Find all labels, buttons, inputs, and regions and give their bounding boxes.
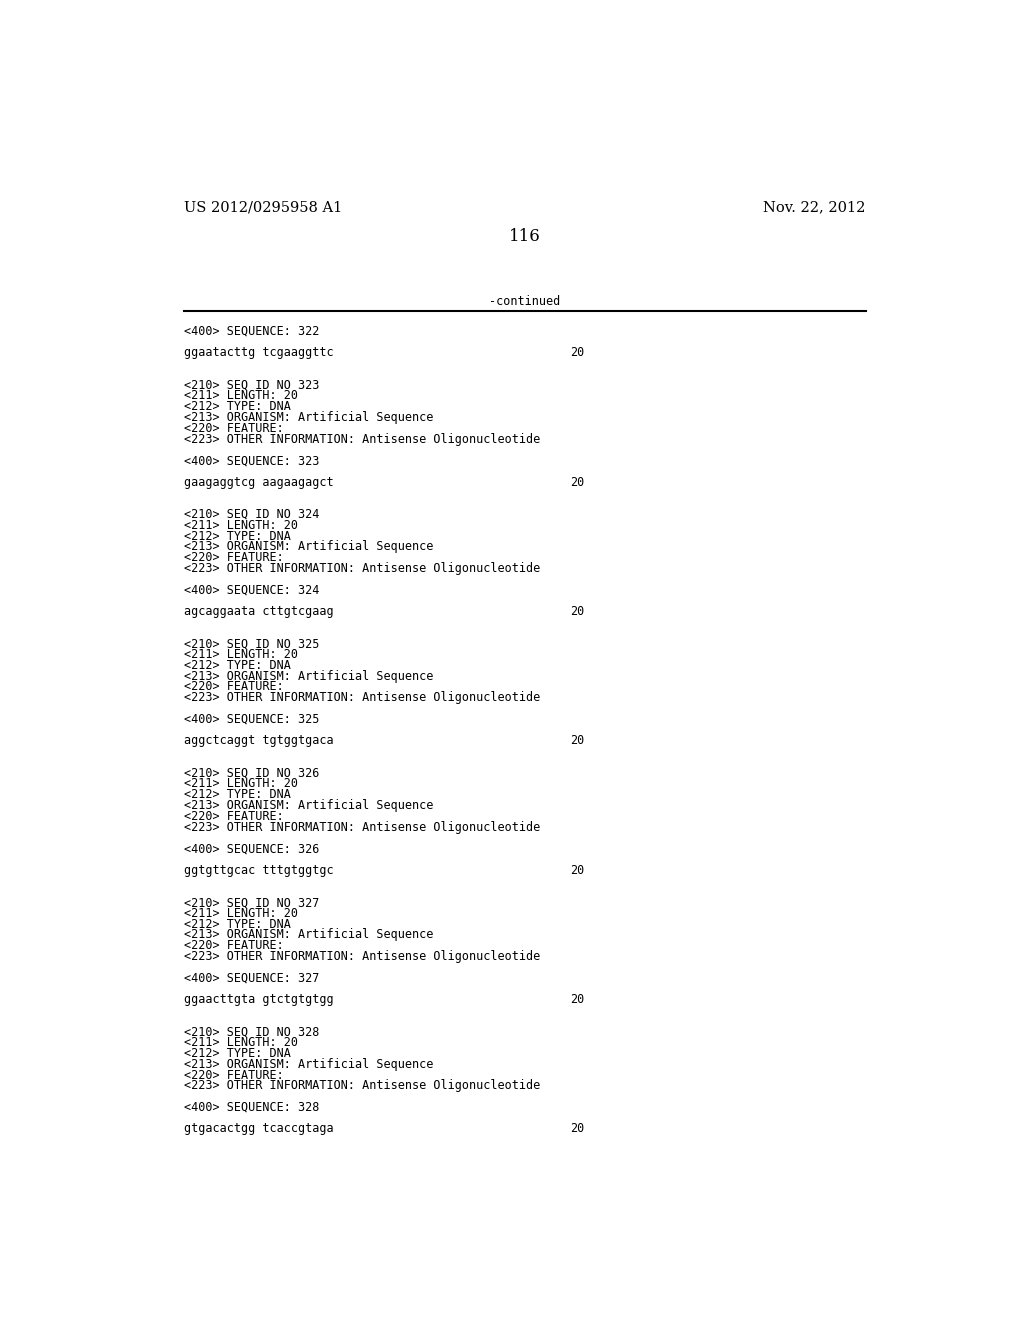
Text: Nov. 22, 2012: Nov. 22, 2012 [764, 201, 866, 215]
Text: 20: 20 [569, 605, 584, 618]
Text: <210> SEQ ID NO 326: <210> SEQ ID NO 326 [183, 767, 319, 780]
Text: <223> OTHER INFORMATION: Antisense Oligonucleotide: <223> OTHER INFORMATION: Antisense Oligo… [183, 1080, 540, 1093]
Text: <223> OTHER INFORMATION: Antisense Oligonucleotide: <223> OTHER INFORMATION: Antisense Oligo… [183, 562, 540, 576]
Text: <220> FEATURE:: <220> FEATURE: [183, 1069, 284, 1081]
Text: 20: 20 [569, 993, 584, 1006]
Text: <400> SEQUENCE: 323: <400> SEQUENCE: 323 [183, 454, 319, 467]
Text: US 2012/0295958 A1: US 2012/0295958 A1 [183, 201, 342, 215]
Text: <213> ORGANISM: Artificial Sequence: <213> ORGANISM: Artificial Sequence [183, 928, 433, 941]
Text: 20: 20 [569, 1122, 584, 1135]
Text: ggaatacttg tcgaaggttc: ggaatacttg tcgaaggttc [183, 346, 334, 359]
Text: aggctcaggt tgtggtgaca: aggctcaggt tgtggtgaca [183, 734, 334, 747]
Text: <212> TYPE: DNA: <212> TYPE: DNA [183, 400, 291, 413]
Text: <213> ORGANISM: Artificial Sequence: <213> ORGANISM: Artificial Sequence [183, 669, 433, 682]
Text: <212> TYPE: DNA: <212> TYPE: DNA [183, 788, 291, 801]
Text: <210> SEQ ID NO 325: <210> SEQ ID NO 325 [183, 638, 319, 651]
Text: <223> OTHER INFORMATION: Antisense Oligonucleotide: <223> OTHER INFORMATION: Antisense Oligo… [183, 433, 540, 446]
Text: <211> LENGTH: 20: <211> LENGTH: 20 [183, 1036, 298, 1049]
Text: <210> SEQ ID NO 327: <210> SEQ ID NO 327 [183, 896, 319, 909]
Text: agcaggaata cttgtcgaag: agcaggaata cttgtcgaag [183, 605, 334, 618]
Text: <213> ORGANISM: Artificial Sequence: <213> ORGANISM: Artificial Sequence [183, 540, 433, 553]
Text: <220> FEATURE:: <220> FEATURE: [183, 552, 284, 564]
Text: -continued: -continued [489, 296, 560, 309]
Text: <400> SEQUENCE: 328: <400> SEQUENCE: 328 [183, 1101, 319, 1114]
Text: <220> FEATURE:: <220> FEATURE: [183, 422, 284, 434]
Text: <210> SEQ ID NO 323: <210> SEQ ID NO 323 [183, 379, 319, 392]
Text: <212> TYPE: DNA: <212> TYPE: DNA [183, 529, 291, 543]
Text: <220> FEATURE:: <220> FEATURE: [183, 681, 284, 693]
Text: <223> OTHER INFORMATION: Antisense Oligonucleotide: <223> OTHER INFORMATION: Antisense Oligo… [183, 821, 540, 834]
Text: <212> TYPE: DNA: <212> TYPE: DNA [183, 1047, 291, 1060]
Text: ggaacttgta gtctgtgtgg: ggaacttgta gtctgtgtgg [183, 993, 334, 1006]
Text: <213> ORGANISM: Artificial Sequence: <213> ORGANISM: Artificial Sequence [183, 411, 433, 424]
Text: 20: 20 [569, 734, 584, 747]
Text: <220> FEATURE:: <220> FEATURE: [183, 940, 284, 952]
Text: <212> TYPE: DNA: <212> TYPE: DNA [183, 917, 291, 931]
Text: <400> SEQUENCE: 322: <400> SEQUENCE: 322 [183, 325, 319, 338]
Text: 20: 20 [569, 475, 584, 488]
Text: gaagaggtcg aagaagagct: gaagaggtcg aagaagagct [183, 475, 334, 488]
Text: gtgacactgg tcaccgtaga: gtgacactgg tcaccgtaga [183, 1122, 334, 1135]
Text: <400> SEQUENCE: 325: <400> SEQUENCE: 325 [183, 713, 319, 726]
Text: <400> SEQUENCE: 326: <400> SEQUENCE: 326 [183, 842, 319, 855]
Text: <213> ORGANISM: Artificial Sequence: <213> ORGANISM: Artificial Sequence [183, 1057, 433, 1071]
Text: <223> OTHER INFORMATION: Antisense Oligonucleotide: <223> OTHER INFORMATION: Antisense Oligo… [183, 950, 540, 964]
Text: 116: 116 [509, 227, 541, 244]
Text: <210> SEQ ID NO 328: <210> SEQ ID NO 328 [183, 1026, 319, 1039]
Text: 20: 20 [569, 863, 584, 876]
Text: <213> ORGANISM: Artificial Sequence: <213> ORGANISM: Artificial Sequence [183, 799, 433, 812]
Text: <220> FEATURE:: <220> FEATURE: [183, 810, 284, 822]
Text: ggtgttgcac tttgtggtgc: ggtgttgcac tttgtggtgc [183, 863, 334, 876]
Text: <400> SEQUENCE: 324: <400> SEQUENCE: 324 [183, 583, 319, 597]
Text: <223> OTHER INFORMATION: Antisense Oligonucleotide: <223> OTHER INFORMATION: Antisense Oligo… [183, 692, 540, 705]
Text: <211> LENGTH: 20: <211> LENGTH: 20 [183, 907, 298, 920]
Text: <211> LENGTH: 20: <211> LENGTH: 20 [183, 648, 298, 661]
Text: <211> LENGTH: 20: <211> LENGTH: 20 [183, 519, 298, 532]
Text: <211> LENGTH: 20: <211> LENGTH: 20 [183, 389, 298, 403]
Text: <210> SEQ ID NO 324: <210> SEQ ID NO 324 [183, 508, 319, 521]
Text: <211> LENGTH: 20: <211> LENGTH: 20 [183, 777, 298, 791]
Text: <400> SEQUENCE: 327: <400> SEQUENCE: 327 [183, 972, 319, 985]
Text: <212> TYPE: DNA: <212> TYPE: DNA [183, 659, 291, 672]
Text: 20: 20 [569, 346, 584, 359]
